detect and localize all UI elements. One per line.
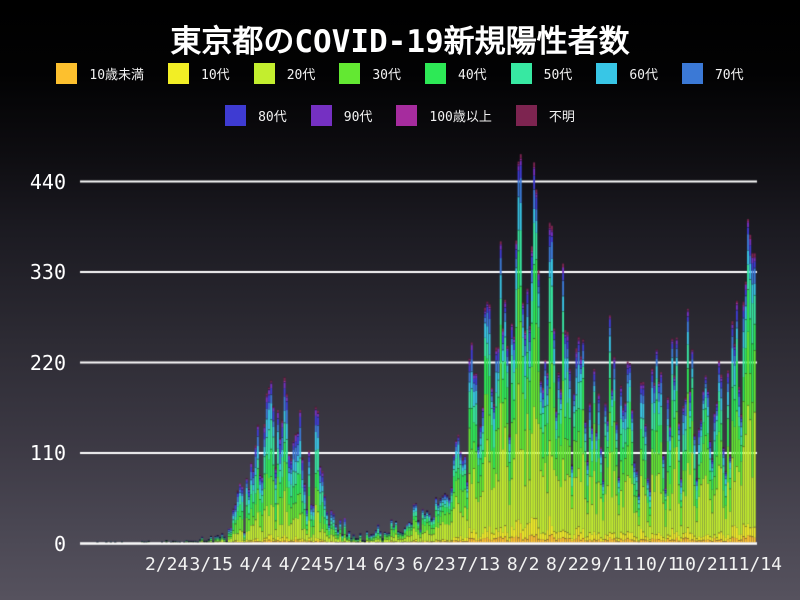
legend-label: 50代 [543, 68, 573, 83]
legend-swatch [596, 63, 618, 84]
legend-label: 10歳未満 [89, 68, 145, 83]
y-axis-tick-label: 330 [29, 260, 66, 284]
x-axis-tick-label: 10/1 [635, 554, 679, 575]
legend-label: 90代 [343, 110, 373, 125]
x-axis-tick-label: 4/4 [239, 554, 273, 575]
legend-label: 10代 [201, 68, 230, 83]
x-axis-tick-label: 4/24 [278, 554, 323, 575]
legend-label: 60代 [629, 68, 658, 83]
legend-swatch [396, 105, 418, 126]
y-axis-tick-label: 220 [29, 350, 66, 375]
legend-swatch [515, 105, 537, 126]
legend-item: 50代 [510, 63, 573, 84]
legend-item: 100歳以上 [396, 105, 492, 126]
x-axis-tick-label: 7/13 [456, 554, 501, 575]
x-axis-tick-label: 9/11 [590, 554, 634, 575]
x-axis-tick-label: 6/3 [373, 554, 406, 575]
legend-swatch [253, 63, 275, 84]
legend-label: 80代 [258, 110, 287, 125]
legend-item: 20代 [253, 63, 316, 84]
legend-item: 70代 [681, 63, 744, 84]
x-axis-tick-label: 6/23 [412, 554, 456, 575]
legend-swatch [225, 105, 247, 126]
legend-label: 100歳以上 [429, 110, 492, 125]
legend-swatch [681, 63, 703, 84]
legend-label: 不明 [548, 110, 575, 125]
legend-swatch [310, 105, 332, 126]
legend-label: 40代 [458, 68, 487, 83]
y-axis-tick-label: 440 [29, 169, 66, 194]
y-axis-tick-label: 110 [29, 441, 66, 465]
x-axis-tick-label: 8/22 [546, 554, 590, 575]
x-axis-tick-label: 11/14 [727, 554, 782, 575]
legend-swatch [168, 63, 190, 84]
x-axis-tick-label: 8/2 [506, 554, 540, 575]
legend-row-2: 80代 90代 100歳以上 不明 [0, 105, 800, 126]
legend-row-1: 10歳未満 10代 20代 30代 40代 50代 60代 70代 [0, 63, 800, 84]
legend-item: 不明 [515, 105, 575, 126]
chart-title: 東京都のCOVID-19新規陽性者数 [170, 24, 630, 60]
legend-swatch [425, 63, 446, 84]
legend-swatch [339, 63, 361, 84]
legend-item: 60代 [596, 63, 658, 84]
legend-item: 90代 [310, 105, 373, 126]
legend-item: 10代 [168, 63, 230, 84]
y-axis-tick-label: 0 [53, 531, 66, 556]
legend-label: 20代 [286, 68, 316, 83]
legend-item: 10歳未満 [56, 63, 144, 84]
legend-item: 40代 [425, 63, 487, 84]
legend-label: 30代 [372, 68, 401, 83]
x-axis-tick-label: 2/24 [144, 554, 189, 575]
legend-label: 70代 [714, 68, 744, 83]
legend-swatch [510, 63, 532, 84]
legend-swatch [56, 63, 78, 84]
x-axis-tick-label: 3/15 [189, 554, 233, 575]
x-axis-tick-label: 5/14 [323, 554, 367, 575]
legend-item: 80代 [225, 105, 287, 126]
x-axis-tick-label: 10/21 [674, 554, 729, 575]
legend-item: 30代 [339, 63, 401, 84]
